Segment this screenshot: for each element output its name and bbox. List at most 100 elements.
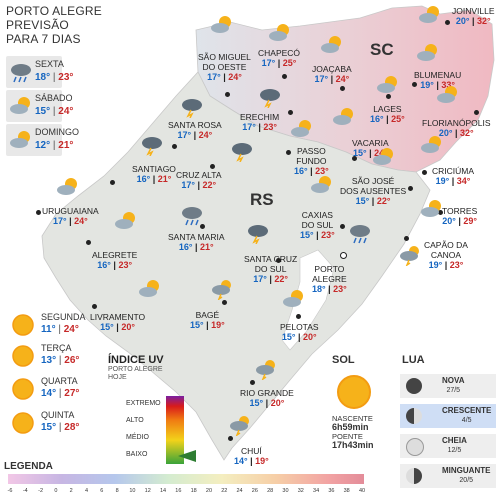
sun-cloud-icon [10,97,30,114]
city-label: CHUÍ 14° | 19° [234,446,269,466]
sun-times: NASCENTE 6h59min POENTE 17h43min [332,414,374,450]
day-temps: 18° | 23° [35,72,74,83]
city-dot [445,20,450,25]
moon-phase: CHEIA 12/5 [402,435,494,457]
city-dot [340,86,345,91]
forecast-day: QUARTA 14° | 27° [8,374,88,404]
city-dot [228,436,233,441]
sun-symbol [337,375,371,409]
title-line2: PREVISÃO [6,18,69,32]
day-temps: 11° | 24° [41,324,79,335]
city-label: SANTA MARIA 16° | 21° [168,232,225,252]
city-label: SANTIAGO 16° | 21° [132,164,176,184]
legend-tick: 36 [328,488,335,494]
legend-tick: 16 [175,488,182,494]
uv-title: ÍNDICE UV [108,354,164,366]
forecast-day: TERÇA 13° | 26° [8,341,88,371]
sun-icon [12,412,34,434]
sun-icon [12,378,34,400]
city-dot [386,94,391,99]
city-dot [250,380,255,385]
sun-cloud-icon [373,148,393,165]
legend-tick: 28 [267,488,274,494]
sun-cloud-icon [321,36,341,53]
sunset-label: POENTE [332,432,363,441]
day-temps: 13° | 26° [41,355,80,366]
sun-cloud-icon [421,136,441,153]
legend-tick: 34 [313,488,320,494]
legend-tick: 40 [358,488,366,494]
uv-level-extreme: EXTREMO [126,400,161,407]
uv-subtitle: PORTO ALEGRE HOJE [108,366,163,381]
moon-title: LUA [402,354,425,366]
day-temps: 15° | 28° [41,422,80,433]
legend-tick: 38 [343,488,350,494]
legend-tick: 0 [54,488,58,494]
storm-cloud-icon [182,99,202,118]
storm-cloud-icon [232,143,252,162]
city-dot [92,304,97,309]
uv-level-high: ALTO [126,417,144,424]
moon-new-icon [406,378,422,394]
title-line3: PARA 7 DIAS [6,32,81,46]
city-label: CHAPECÓ 17° | 25° [258,48,301,68]
sunset-time: 17h43min [332,440,374,450]
city-dot [222,300,227,305]
legend-tick: 6 [100,488,104,494]
legend-tick: -4 [22,488,28,494]
forecast-day: DOMINGO 12° | 21° [6,124,79,156]
sun-cloud-icon [333,108,353,125]
city-dot [286,150,291,155]
city-dot [200,224,205,229]
storm-cloud-icon [260,89,280,108]
legend-tick: 10 [129,488,136,494]
sun-cloud-icon [437,86,457,103]
sunrise-time: 6h59min [332,422,369,432]
city-label: FLORIANÓPOLIS 20° | 32° [422,118,491,138]
forecast-day: SÁBADO 15° | 24° [6,90,73,122]
city-dot [352,156,357,161]
city-label: RIO GRANDE 15° | 20° [240,388,294,408]
city-dot [86,240,91,245]
city-label: LIVRAMENTO 15° | 20° [90,312,146,332]
sun-cloud-icon [377,76,397,93]
city-dot [340,224,345,229]
legend-title: LEGENDA [4,461,53,472]
city-label: SANTA CRUZ DO SUL 17° | 22° [244,254,298,284]
moon-phase: MINGUANTE 20/5 [402,465,494,487]
sunrise-label: NASCENTE [332,414,373,423]
city-label: SANTA ROSA 17° | 24° [168,120,222,140]
day-name: SEGUNDA [41,312,86,322]
city-label: CRICIÚMA 19° | 34° [432,166,475,186]
sun-cloud-icon [57,178,77,195]
legend-tick: 20 [205,488,213,494]
moon-waning-icon [406,468,422,484]
storm-sun-icon [212,280,231,300]
rain-cloud-icon [350,225,370,244]
storm-sun-icon [400,246,419,266]
moon-phase-current: CRESCENTE 4/5 [402,405,494,427]
city-label: BAGÉ 15° | 19° [190,310,225,330]
city-dot [172,144,177,149]
city-dot [282,74,287,79]
moon-phase: NOVA 27/5 [402,375,494,397]
sun-cloud-icon [419,6,439,23]
city-dot [36,210,41,215]
state-label-rs: RS [250,190,274,209]
city-dot-capital [340,252,347,259]
day-name: SEXTA [35,59,64,69]
city-label: JOINVILLE 20° | 32° [452,6,495,26]
city-label: ALEGRETE 16° | 23° [92,250,138,270]
city-label: CAPÃO DA CANOA 19° | 23° [424,240,468,270]
moon-crescent-icon [406,408,422,424]
storm-cloud-icon [248,225,268,244]
city-label: JOAÇABA 17° | 24° [312,64,352,84]
city-dot [288,110,293,115]
city-dot [438,210,443,215]
day-name: TERÇA [41,343,72,353]
forecast-day: SEXTA 18° | 23° [6,56,73,88]
sun-cloud-icon [421,200,441,217]
state-label-sc: SC [370,40,394,59]
rs-state-shape [41,71,431,461]
city-dot [296,314,301,319]
